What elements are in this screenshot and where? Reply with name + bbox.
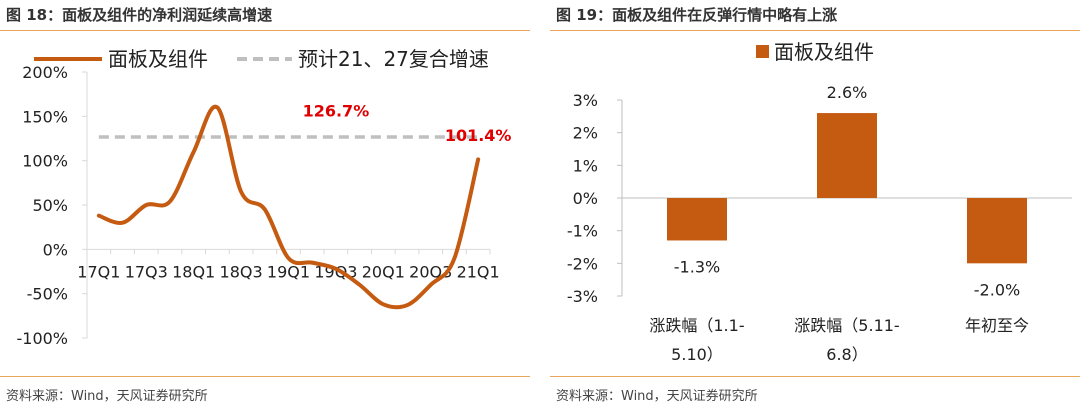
y-tick-label: -1%	[567, 222, 598, 241]
y-tick-label: -50%	[27, 285, 68, 304]
x-tick-label: 18Q1	[172, 262, 215, 281]
y-tick-label: 0%	[573, 189, 598, 208]
series-line-panel-components	[96, 104, 481, 310]
x-tick-label: 17Q1	[77, 262, 120, 281]
y-tick-label: 50%	[32, 196, 68, 215]
data-annotation: 101.4%	[445, 126, 512, 145]
category-label: 涨跌幅（5.11-	[794, 316, 899, 335]
bar	[967, 198, 1027, 264]
left-bottom-rule	[0, 376, 530, 377]
category-label-line2: 6.8）	[826, 345, 867, 364]
left-figure-title: 图 18：面板及组件的净利润延续高增速	[6, 6, 273, 24]
data-annotation: 126.7%	[303, 101, 370, 120]
bar-chart: -3% -2% -1% 0% 1% 2% 3% -1.3% 涨跌幅（1.1- 5.10） 2.6% 涨…	[567, 40, 1072, 364]
bar-data-label: 2.6%	[827, 83, 868, 102]
y-tick-label: 100%	[22, 152, 68, 171]
category-label: 涨跌幅（1.1-	[649, 316, 744, 335]
left-source-note: 资料来源：Wind，天风证券研究所	[6, 389, 208, 404]
y-tick-label: -3%	[567, 287, 598, 306]
y-tick-label: 1%	[573, 156, 598, 175]
category-label: 年初至今	[965, 316, 1029, 335]
legend-swatch	[756, 45, 769, 58]
category-label-line2: 5.10）	[671, 345, 723, 364]
x-tick-label: 21Q1	[457, 262, 500, 281]
bar	[817, 113, 877, 198]
x-tick-label: 20Q1	[362, 262, 405, 281]
x-tick-label: 18Q3	[220, 262, 263, 281]
y-tick-label: 2%	[573, 124, 598, 143]
x-tick-label: 17Q3	[125, 262, 168, 281]
right-figure-panel: 图 19：面板及组件在反弹行情中略有上涨 -3% -2% -1% 0% 1% 2% 3% -1…	[550, 0, 1080, 407]
y-tick-label: -2%	[567, 254, 598, 273]
right-top-rule	[550, 30, 1080, 31]
y-tick-label: 150%	[22, 107, 68, 126]
y-tick-label: 200%	[22, 63, 68, 82]
y-tick-label: 0%	[43, 240, 68, 259]
bar	[667, 198, 727, 241]
left-top-rule	[0, 30, 530, 31]
line-chart: -100% -50% 0% 50% 100% 150% 200% 17Q1 17Q3 18Q1 18…	[16, 47, 512, 348]
legend-label-cagr-forecast: 预计21、27复合增速	[298, 47, 489, 71]
right-source-note: 资料来源：Wind，天风证券研究所	[556, 389, 758, 404]
legend-label: 面板及组件	[774, 40, 874, 64]
left-figure-panel: 图 18：面板及组件的净利润延续高增速 -100% -50% 0% 50% 100% 15…	[0, 0, 530, 407]
bar-data-label: -1.3%	[674, 257, 720, 276]
x-tick-label: 19Q1	[267, 262, 310, 281]
y-tick-label: 3%	[573, 91, 598, 110]
y-tick-label: -100%	[16, 329, 68, 348]
bar-data-label: -2.0%	[974, 280, 1020, 299]
legend-label-panel-components: 面板及组件	[108, 47, 208, 71]
right-bottom-rule	[550, 376, 1080, 377]
right-figure-title: 图 19：面板及组件在反弹行情中略有上涨	[556, 6, 838, 24]
